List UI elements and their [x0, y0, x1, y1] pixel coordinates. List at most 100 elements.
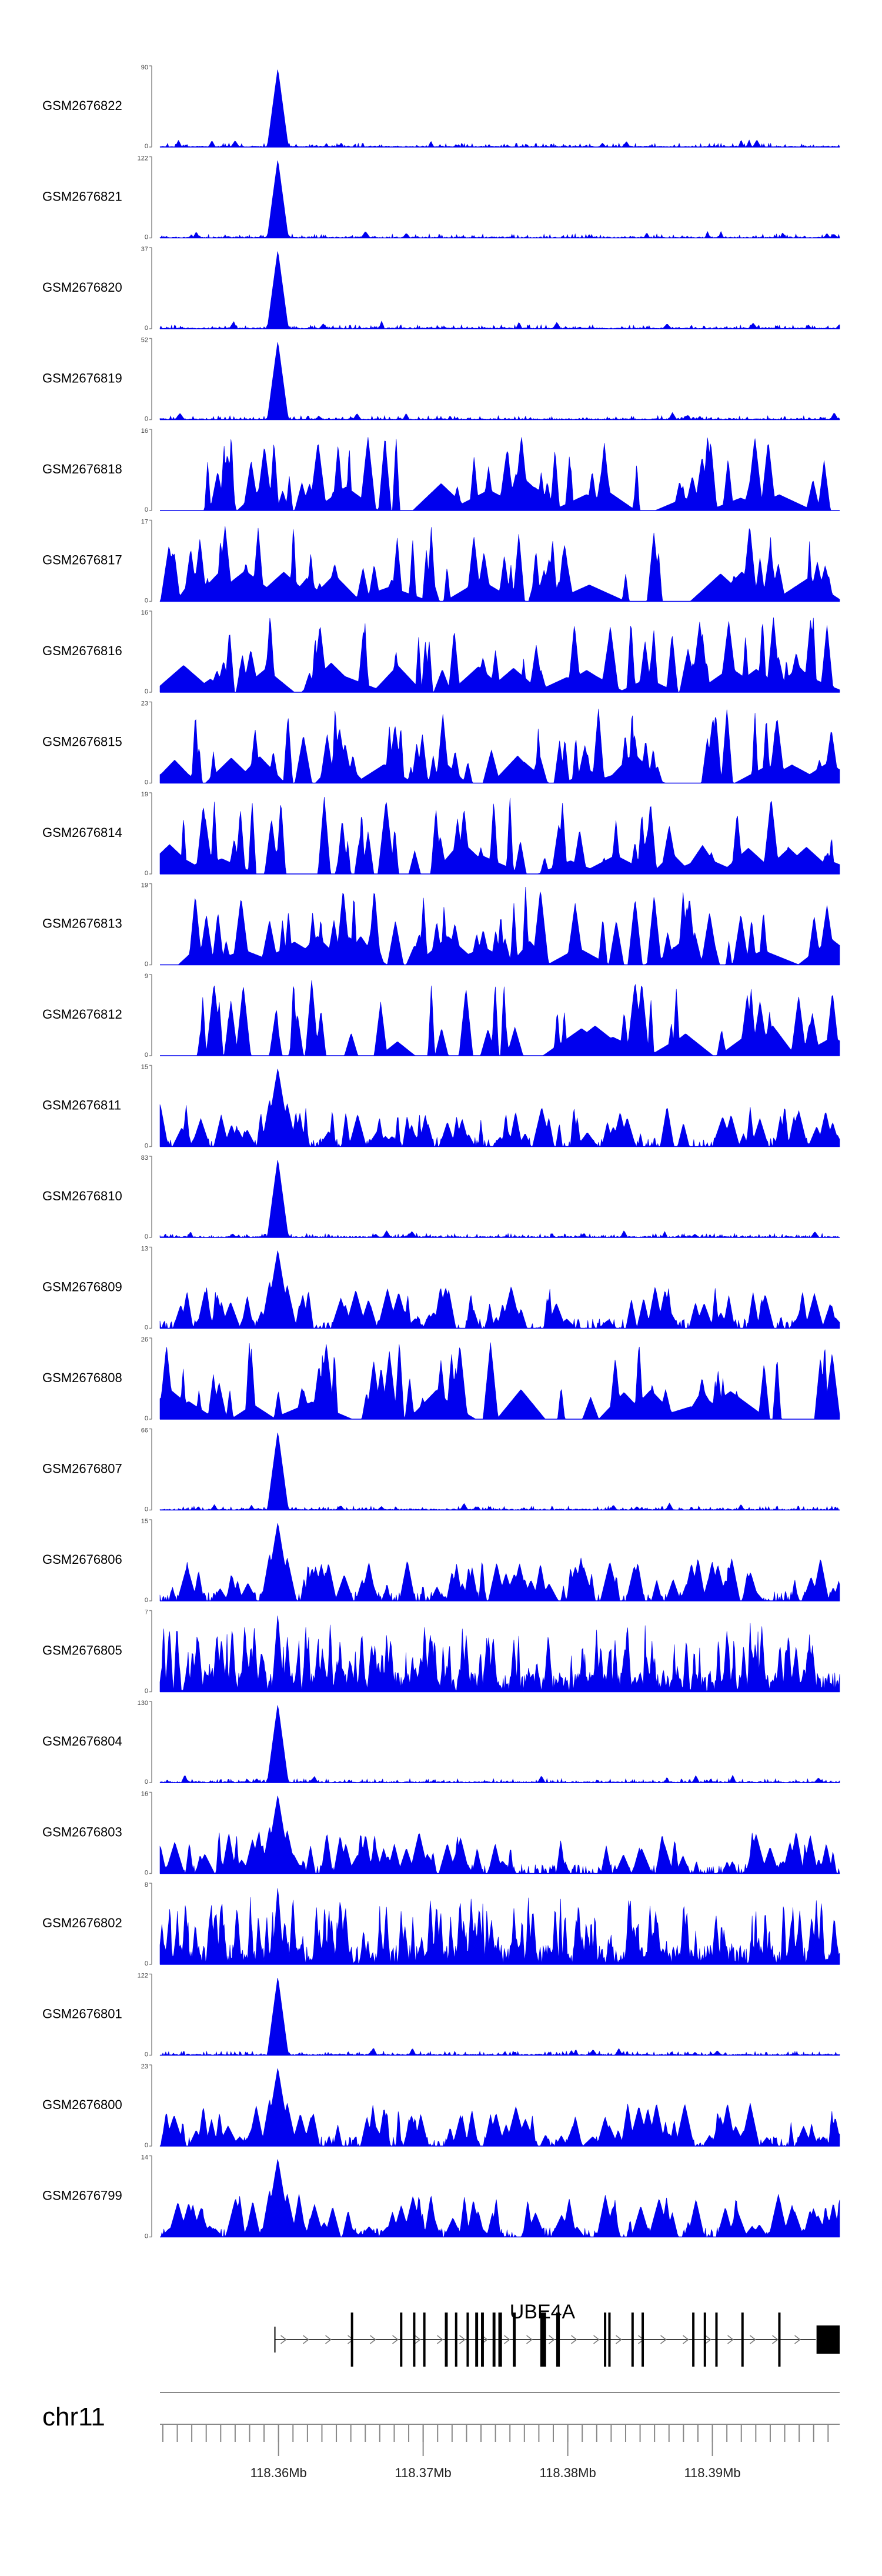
track-label: GSM2676805 [42, 1643, 122, 1658]
exon [475, 2313, 479, 2367]
track-ymin-label: 0 [145, 1506, 148, 1513]
track-label: GSM2676813 [42, 916, 122, 931]
track-ymax-label: 122 [138, 155, 148, 162]
track-ymax-label: 90 [141, 64, 148, 71]
track-ymin-label: 0 [145, 1778, 148, 1786]
strand-arrow [549, 2335, 555, 2344]
exon [513, 2313, 516, 2367]
exon [492, 2313, 496, 2367]
coverage-track: GSM2676813 19 0 [42, 882, 840, 968]
track-ymin-label: 0 [145, 506, 148, 513]
coverage-track: GSM2676806 15 0 [42, 1518, 840, 1604]
track-label: GSM2676818 [42, 462, 122, 476]
track-ymin-label: 0 [145, 234, 148, 241]
strand-arrow [705, 2335, 711, 2344]
track-ymin-label: 0 [145, 1233, 148, 1240]
track-ymin-label: 0 [145, 961, 148, 968]
track-ymax-label: 16 [141, 428, 148, 435]
coverage-track: GSM2676802 8 0 [42, 1881, 840, 1967]
coverage-area [159, 251, 840, 329]
track-ymin-label: 0 [145, 2051, 148, 2058]
strand-arrow [370, 2335, 376, 2344]
axis-tick-label: 118.37Mb [395, 2465, 452, 2480]
track-ymax-label: 122 [138, 1973, 148, 1980]
coverage-area [159, 1160, 840, 1238]
track-ymax-label: 17 [141, 519, 148, 526]
track-label: GSM2676804 [42, 1734, 122, 1749]
track-ymax-label: 15 [141, 1064, 148, 1071]
track-label: GSM2676816 [42, 643, 122, 658]
coverage-track: GSM2676815 23 0 [42, 700, 840, 786]
exon [715, 2313, 718, 2367]
track-ymin-label: 0 [145, 1960, 148, 1967]
track-ymin-label: 0 [145, 416, 148, 423]
track-label: GSM2676822 [42, 98, 122, 113]
exon [642, 2313, 644, 2367]
coverage-area [159, 1250, 840, 1329]
track-ymax-label: 66 [141, 1427, 148, 1434]
coverage-track: GSM2676821 122 0 [42, 155, 840, 241]
track-label: GSM2676820 [42, 280, 122, 295]
strand-arrow [280, 2335, 287, 2344]
track-label: GSM2676806 [42, 1552, 122, 1567]
track-ymax-label: 19 [141, 882, 148, 889]
exon [540, 2313, 546, 2367]
coverage-track: GSM2676811 15 0 [42, 1064, 840, 1150]
coverage-track: GSM2676800 23 0 [42, 2063, 840, 2149]
track-ymin-label: 0 [145, 1688, 148, 1695]
exon [466, 2313, 469, 2367]
track-label: GSM2676808 [42, 1370, 122, 1385]
coverage-area [159, 2068, 840, 2147]
strand-arrow [727, 2335, 734, 2344]
track-label: GSM2676811 [42, 1098, 121, 1113]
coverage-track: GSM2676809 13 0 [42, 1246, 840, 1332]
strand-arrow [660, 2335, 667, 2344]
exon [400, 2313, 403, 2367]
exon [631, 2313, 634, 2367]
track-ymax-label: 37 [141, 246, 148, 253]
coverage-track: GSM2676819 52 0 [42, 337, 840, 423]
strand-arrow [303, 2335, 309, 2344]
strand-arrow [571, 2335, 577, 2344]
track-ymin-label: 0 [145, 1143, 148, 1150]
coverage-area [159, 617, 840, 693]
coverage-track: GSM2676810 83 0 [42, 1154, 840, 1240]
track-ymin-label: 0 [145, 688, 148, 695]
coverage-area [159, 1705, 840, 1783]
exon [556, 2313, 560, 2367]
coverage-track: GSM2676822 90 0 [42, 64, 840, 150]
track-ymax-label: 130 [138, 1700, 148, 1707]
track-ymax-label: 19 [141, 791, 148, 798]
chromosome-label: chr11 [42, 2403, 105, 2431]
track-ymax-label: 23 [141, 2063, 148, 2070]
track-ymin-label: 0 [145, 143, 148, 150]
strand-arrow [794, 2335, 801, 2344]
coverage-track: GSM2676812 9 0 [42, 973, 840, 1059]
coverage-area [159, 161, 840, 239]
track-label: GSM2676803 [42, 1825, 122, 1840]
exon [455, 2313, 457, 2367]
coverage-area [160, 886, 840, 965]
coverage-area [159, 709, 840, 783]
coverage-area [159, 796, 840, 875]
coverage-track: GSM2676801 122 0 [42, 1973, 840, 2058]
exon [604, 2313, 607, 2367]
track-label: GSM2676821 [42, 189, 122, 204]
strand-arrow [459, 2335, 466, 2344]
exon [423, 2313, 426, 2367]
coverage-area [160, 437, 840, 511]
coverage-track: GSM2676816 16 0 [42, 609, 840, 695]
exon [481, 2313, 484, 2367]
coverage-area [159, 526, 840, 602]
track-ymax-label: 26 [141, 1336, 148, 1343]
axis-tick-label: 118.36Mb [250, 2465, 307, 2480]
track-label: GSM2676810 [42, 1189, 122, 1203]
exon [608, 2313, 611, 2367]
coverage-area [159, 1433, 840, 1510]
coverage-track: GSM2676808 26 0 [42, 1336, 840, 1422]
track-ymin-label: 0 [145, 1870, 148, 1877]
coverage-track: GSM2676799 14 0 [42, 2154, 840, 2240]
coverage-tracks: GSM2676822 90 0 GSM2676821 122 0 GSM2676820 37 0… [42, 64, 840, 2240]
coverage-area [159, 69, 840, 148]
genome-axis-track: chr11 118.36Mb 118.37Mb 118.38Mb 118.39Mb [42, 2392, 840, 2480]
